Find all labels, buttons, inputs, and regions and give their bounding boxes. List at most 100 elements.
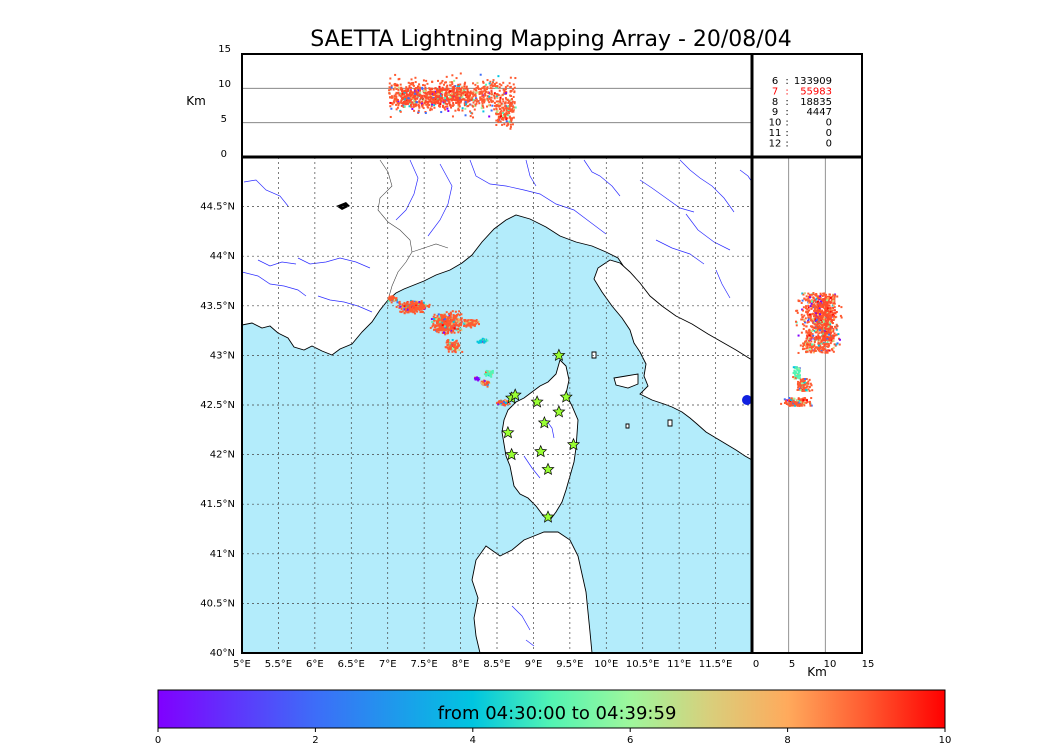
lightning-source (808, 400, 811, 403)
lightning-source (390, 84, 393, 87)
lightning-source (493, 97, 496, 100)
lightning-source (442, 313, 445, 316)
lightning-source (819, 310, 822, 313)
lightning-source (417, 103, 420, 106)
lightning-source (472, 91, 475, 94)
lightning-source (811, 345, 814, 348)
lightning-source (441, 317, 444, 320)
lightning-source (800, 398, 803, 401)
lightning-source (508, 100, 511, 103)
lightning-source (395, 108, 398, 111)
lightning-source (415, 309, 418, 312)
lightning-source (501, 106, 504, 109)
lightning-source (802, 344, 805, 347)
lightning-source (419, 302, 422, 305)
lightning-source (838, 338, 841, 341)
sardinia-island (471, 531, 593, 653)
lightning-source (824, 348, 827, 351)
lightning-source (828, 304, 831, 307)
lightning-source (415, 87, 418, 90)
lightning-source (442, 321, 445, 324)
lightning-source (449, 311, 452, 314)
lightning-source (812, 351, 815, 354)
lightning-source (410, 78, 413, 81)
lightning-source (798, 374, 801, 377)
lightning-source (451, 74, 454, 77)
lightning-source (827, 342, 830, 345)
lightning-source (513, 102, 516, 105)
stats-label: 8 (772, 97, 778, 108)
lightning-source (393, 298, 396, 301)
lightning-source (452, 91, 455, 94)
lightning-source (415, 301, 418, 304)
lightning-source (477, 91, 480, 94)
lightning-source (492, 100, 495, 103)
lightning-source (448, 346, 451, 349)
lightning-source (506, 107, 509, 110)
lightning-source (499, 104, 502, 107)
lightning-source (811, 300, 814, 303)
lightning-source (807, 297, 810, 300)
lightning-source (464, 94, 467, 97)
lightning-source (474, 319, 477, 322)
stats-sep: : (785, 86, 788, 97)
station-star (552, 404, 566, 418)
lightning-source (444, 108, 447, 111)
lightning-source (505, 111, 508, 114)
lightning-source (407, 90, 410, 93)
lightning-source (495, 119, 498, 122)
lightning-source (451, 83, 454, 86)
lightning-source (426, 82, 429, 85)
station-star (566, 437, 581, 451)
lightning-source (456, 313, 459, 316)
lightning-source (395, 100, 398, 103)
lightning-source (498, 402, 501, 405)
lightning-source (474, 323, 477, 326)
lightning-source (507, 101, 510, 104)
stats-value: 133909 (794, 76, 832, 87)
lightning-source (409, 304, 412, 307)
lightning-source (796, 404, 799, 407)
lightning-source (439, 322, 442, 325)
lightning-source (462, 92, 465, 95)
lightning-source (387, 299, 390, 302)
lightning-source (400, 87, 403, 90)
lightning-source (508, 120, 511, 123)
lightning-source (450, 106, 453, 109)
lightning-source (807, 299, 810, 302)
lightning-source (819, 350, 822, 353)
lightning-source (419, 89, 422, 92)
lightning-source (472, 105, 475, 108)
lightning-source (510, 118, 513, 121)
lightning-source (483, 92, 486, 95)
lightning-source (499, 113, 502, 116)
lightning-source (455, 93, 458, 96)
lightning-source (417, 111, 420, 114)
lightning-source (814, 323, 817, 326)
lightning-source (807, 329, 810, 332)
lightning-source (424, 305, 427, 308)
lightning-source (809, 301, 812, 304)
lightning-source (791, 401, 794, 404)
lightning-source (452, 348, 455, 351)
lightning-source (814, 346, 817, 349)
lightning-source (413, 99, 416, 102)
lightning-source (427, 305, 430, 308)
lightning-source (829, 301, 832, 304)
lightning-source (464, 87, 467, 90)
lightning-source (472, 324, 475, 327)
lightning-source (457, 102, 460, 105)
lightning-source (430, 94, 433, 97)
station-star (541, 510, 555, 523)
lightning-source (509, 98, 512, 101)
lightning-source (832, 346, 835, 349)
lightning-source (435, 320, 438, 323)
lightning-source (822, 301, 825, 304)
map-grid (242, 157, 752, 653)
top-ytick-0: 0 (221, 149, 227, 160)
lightning-source (421, 311, 424, 314)
lightning-source (807, 314, 810, 317)
lightning-source (491, 369, 494, 372)
lightning-source (473, 108, 476, 111)
lightning-source (513, 101, 516, 104)
